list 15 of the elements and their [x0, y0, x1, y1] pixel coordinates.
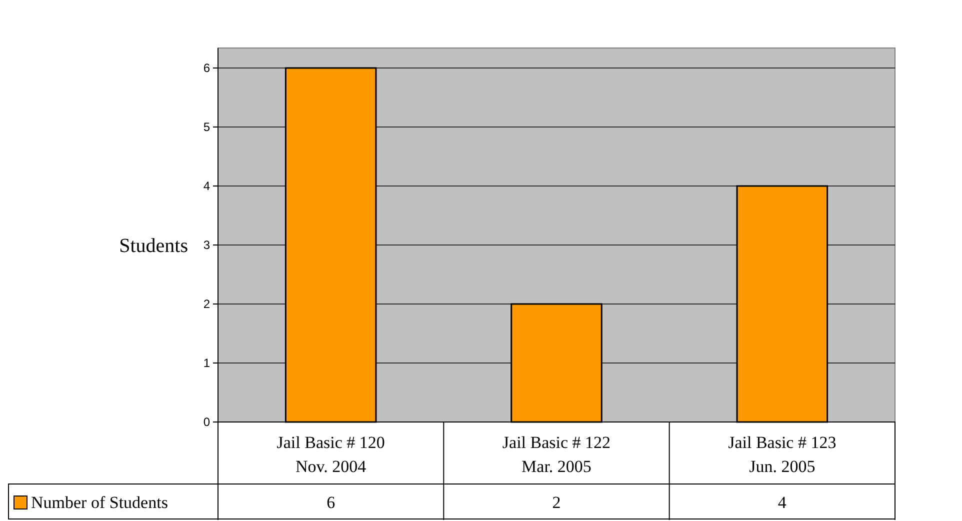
- x-tick-label: Jail Basic # 123 Jun. 2005: [728, 433, 836, 476]
- y-tick-label: 0: [203, 415, 210, 430]
- y-tick-label: 6: [203, 61, 210, 76]
- data-label: 6: [326, 493, 336, 512]
- y-tick-label: 1: [203, 356, 210, 370]
- y-axis-title: Students: [119, 235, 188, 257]
- legend-label: Number of Students: [31, 493, 168, 512]
- data-label: 2: [552, 493, 561, 512]
- y-tick-label: 3: [203, 238, 210, 252]
- y-tick-label: 5: [203, 120, 210, 134]
- data-label: 4: [778, 493, 787, 512]
- x-tick-label: Jail Basic # 122 Mar. 2005: [502, 433, 611, 476]
- x-tick-label: Jail Basic # 120 Nov. 2004: [276, 433, 385, 476]
- y-tick-label: 4: [203, 179, 210, 194]
- y-tick-label: 2: [203, 297, 210, 312]
